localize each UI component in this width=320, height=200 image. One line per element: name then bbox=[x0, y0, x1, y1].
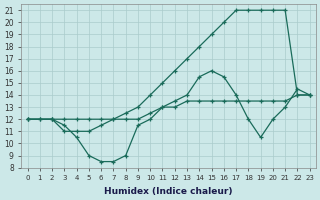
X-axis label: Humidex (Indice chaleur): Humidex (Indice chaleur) bbox=[104, 187, 233, 196]
